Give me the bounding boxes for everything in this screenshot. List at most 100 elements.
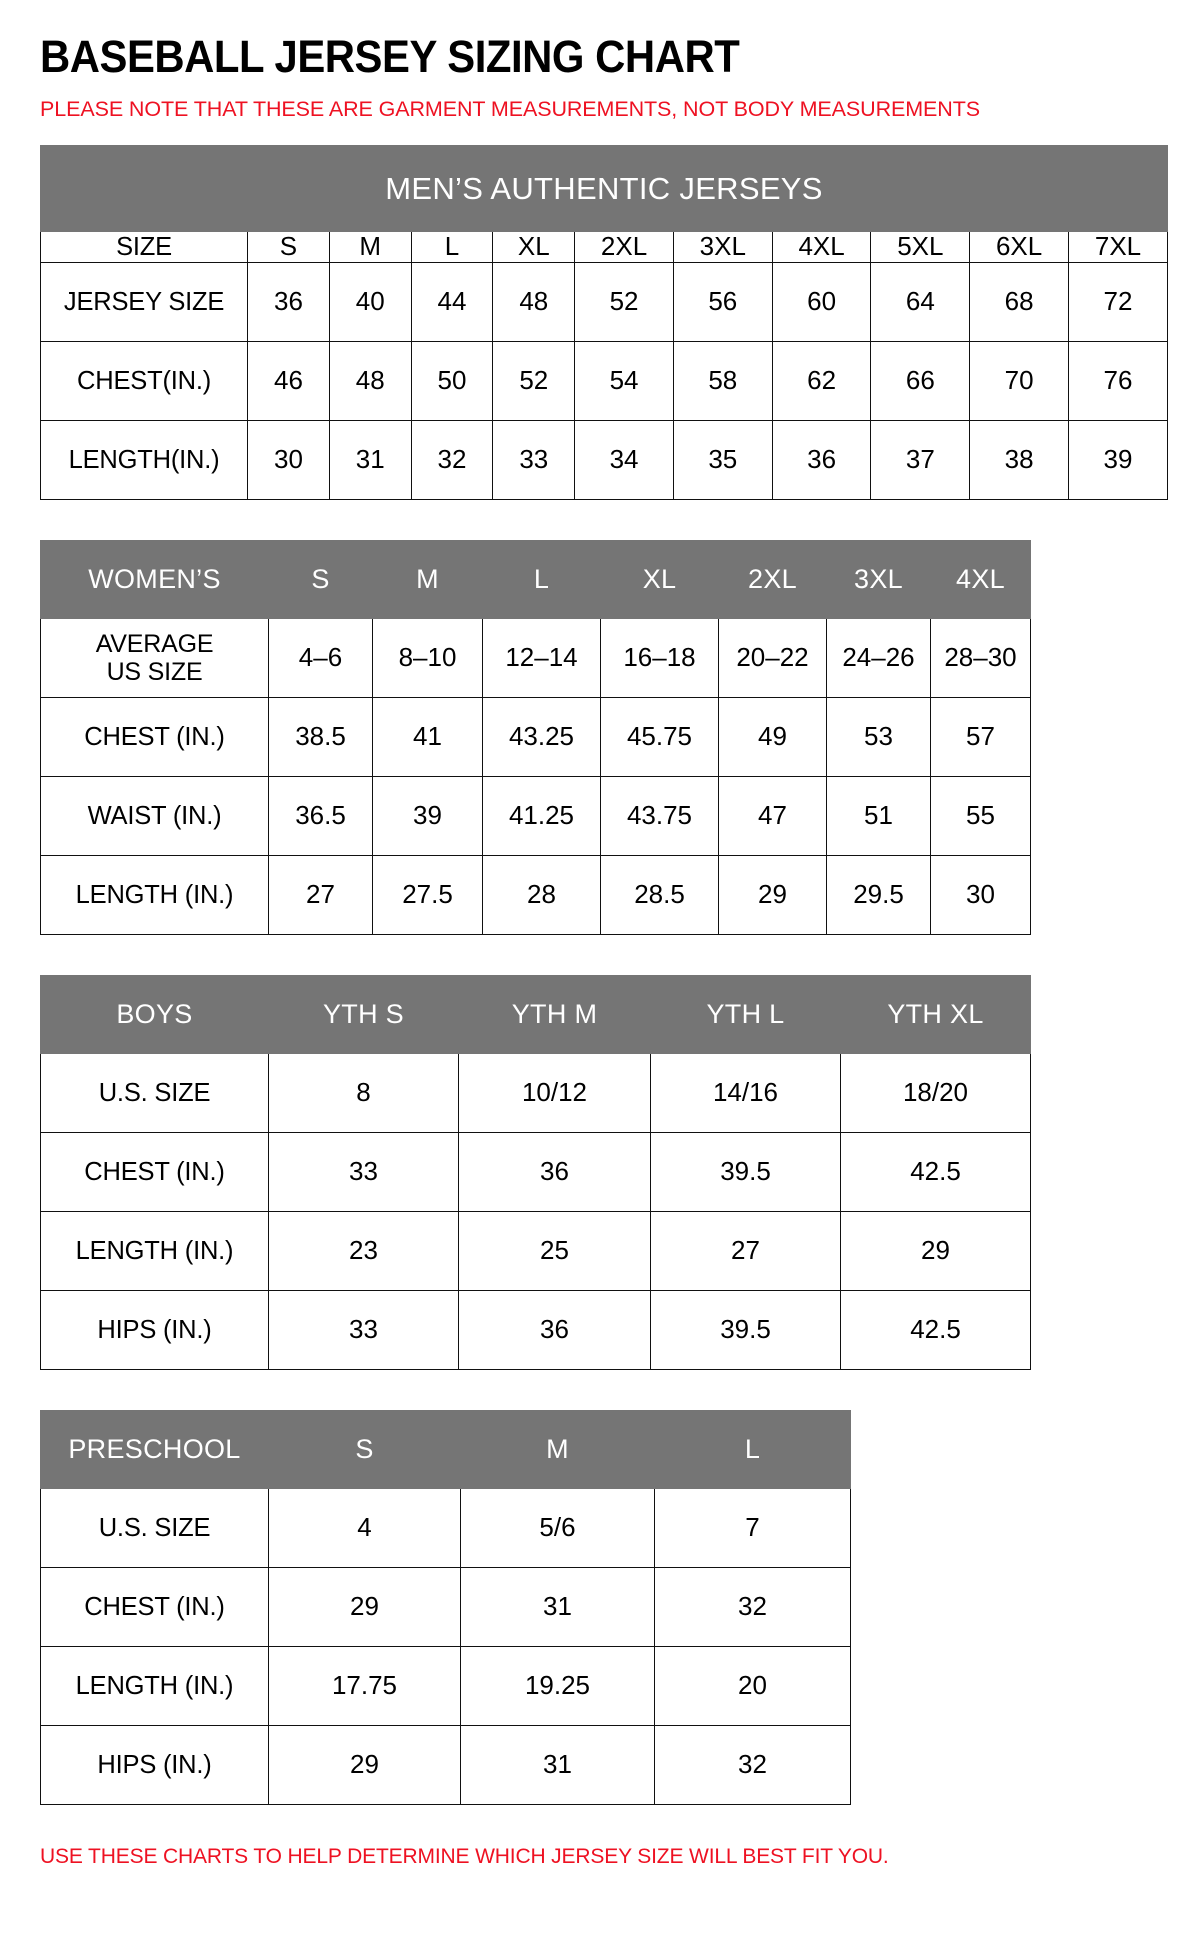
preschool-row-label-chest: CHEST (IN.) xyxy=(40,1567,269,1648)
table-cell: 33 xyxy=(268,1290,459,1371)
table-cell: 10/12 xyxy=(458,1053,651,1134)
table-cell: 32 xyxy=(410,420,494,501)
table-cell: 41 xyxy=(372,697,483,778)
table-cell: 53 xyxy=(826,697,931,778)
table-cell: 32 xyxy=(654,1725,851,1806)
mens-col-l: L xyxy=(410,231,494,264)
womens-col-xl: XL xyxy=(600,540,719,620)
table-cell: 52 xyxy=(574,262,674,343)
table-cell: 20–22 xyxy=(718,618,827,699)
table-cell: 24–26 xyxy=(826,618,931,699)
mens-col-2xl: 2XL xyxy=(574,231,674,264)
footer-note: USE THESE CHARTS TO HELP DETERMINE WHICH… xyxy=(40,1845,889,1869)
preschool-col-l: L xyxy=(654,1410,851,1490)
table-cell: 58 xyxy=(672,341,773,422)
mens-col-s: S xyxy=(247,231,330,264)
table-cell: 50 xyxy=(410,341,494,422)
table-cell: 14/16 xyxy=(650,1053,841,1134)
table-cell: 31 xyxy=(460,1567,655,1648)
table-cell: 54 xyxy=(574,341,674,422)
table-cell: 29 xyxy=(268,1725,461,1806)
table-cell: 33 xyxy=(492,420,576,501)
table-cell: 39.5 xyxy=(650,1290,841,1371)
table-row: JERSEY SIZE 36 40 44 48 52 56 60 64 68 7… xyxy=(39,262,1169,343)
table-cell: 32 xyxy=(654,1567,851,1648)
table-cell: 43.25 xyxy=(482,697,601,778)
table-cell: 39 xyxy=(1067,420,1169,501)
table-cell: 56 xyxy=(672,262,773,343)
mens-col-6xl: 6XL xyxy=(969,231,1069,264)
mens-banner: MEN’S AUTHENTIC JERSEYS xyxy=(40,145,1168,233)
table-cell: 7 xyxy=(654,1488,851,1569)
table-cell: 49 xyxy=(718,697,827,778)
mens-col-5xl: 5XL xyxy=(870,231,971,264)
table-cell: 68 xyxy=(969,262,1069,343)
table-cell: 27.5 xyxy=(372,855,483,936)
preschool-row-label-us-size: U.S. SIZE xyxy=(40,1488,269,1569)
mens-sizing-table: MEN’S AUTHENTIC JERSEYS SIZE S M L XL 2X… xyxy=(39,145,1169,501)
table-cell: 27 xyxy=(650,1211,841,1292)
boys-row-label-length: LENGTH (IN.) xyxy=(40,1211,269,1292)
table-cell: 4–6 xyxy=(268,618,373,699)
table-cell: 55 xyxy=(930,776,1031,857)
table-cell: 38 xyxy=(969,420,1069,501)
table-cell: 31 xyxy=(460,1725,655,1806)
table-row: U.S. SIZE 4 5/6 7 xyxy=(40,1488,851,1569)
table-cell: 35 xyxy=(672,420,773,501)
table-cell: 48 xyxy=(492,262,576,343)
womens-row-label-chest: CHEST (IN.) xyxy=(40,697,269,778)
preschool-col-s: S xyxy=(268,1410,461,1490)
table-cell: 30 xyxy=(247,420,330,501)
womens-header-row: WOMEN’S S M L XL 2XL 3XL 4XL xyxy=(40,540,1031,620)
table-cell: 51 xyxy=(826,776,931,857)
table-row: LENGTH (IN.) 27 27.5 28 28.5 29 29.5 30 xyxy=(40,855,1031,936)
table-row: CHEST(IN.) 46 48 50 52 54 58 62 66 70 76 xyxy=(39,341,1169,422)
table-cell: 42.5 xyxy=(840,1290,1031,1371)
table-cell: 76 xyxy=(1067,341,1169,422)
womens-col-m: M xyxy=(372,540,483,620)
table-cell: 17.75 xyxy=(268,1646,461,1727)
table-cell: 44 xyxy=(410,262,494,343)
table-cell: 20 xyxy=(654,1646,851,1727)
womens-col-3xl: 3XL xyxy=(826,540,931,620)
table-cell: 36 xyxy=(458,1132,651,1213)
womens-sizing-table: WOMEN’S S M L XL 2XL 3XL 4XL AVERAGE US … xyxy=(40,540,1031,936)
preschool-corner-label: PRESCHOOL xyxy=(40,1410,269,1490)
page-title: BASEBALL JERSEY SIZING CHART xyxy=(40,31,740,82)
boys-row-label-chest: CHEST (IN.) xyxy=(40,1132,269,1213)
mens-row-label-length: LENGTH(IN.) xyxy=(39,420,249,501)
table-cell: 39.5 xyxy=(650,1132,841,1213)
table-row: WAIST (IN.) 36.5 39 41.25 43.75 47 51 55 xyxy=(40,776,1031,857)
table-cell: 36 xyxy=(458,1290,651,1371)
mens-corner-label: SIZE xyxy=(39,231,249,264)
sizing-chart-page: BASEBALL JERSEY SIZING CHART PLEASE NOTE… xyxy=(39,31,1169,1869)
mens-col-xl: XL xyxy=(492,231,576,264)
womens-col-l: L xyxy=(482,540,601,620)
mens-row-label-chest: CHEST(IN.) xyxy=(39,341,249,422)
womens-col-s: S xyxy=(268,540,373,620)
preschool-col-m: M xyxy=(460,1410,655,1490)
table-cell: 29 xyxy=(718,855,827,936)
table-cell: 28–30 xyxy=(930,618,1031,699)
table-cell: 29.5 xyxy=(826,855,931,936)
table-cell: 12–14 xyxy=(482,618,601,699)
table-cell: 36 xyxy=(771,420,872,501)
table-cell: 5/6 xyxy=(460,1488,655,1569)
mens-col-3xl: 3XL xyxy=(672,231,773,264)
table-cell: 4 xyxy=(268,1488,461,1569)
garment-measurement-note: PLEASE NOTE THAT THESE ARE GARMENT MEASU… xyxy=(40,97,980,121)
preschool-sizing-table: PRESCHOOL S M L U.S. SIZE 4 5/6 7 CHEST … xyxy=(40,1410,851,1806)
table-cell: 28 xyxy=(482,855,601,936)
boys-col-yth-m: YTH M xyxy=(458,975,651,1055)
table-cell: 39 xyxy=(372,776,483,857)
preschool-row-label-hips: HIPS (IN.) xyxy=(40,1725,269,1806)
womens-row-label-length: LENGTH (IN.) xyxy=(40,855,269,936)
table-cell: 33 xyxy=(268,1132,459,1213)
mens-banner-row: MEN’S AUTHENTIC JERSEYS xyxy=(40,145,1168,233)
table-cell: 40 xyxy=(328,262,412,343)
table-cell: 27 xyxy=(268,855,373,936)
table-cell: 31 xyxy=(328,420,412,501)
table-cell: 18/20 xyxy=(840,1053,1031,1134)
boys-header-row: BOYS YTH S YTH M YTH L YTH XL xyxy=(40,975,1031,1055)
table-cell: 29 xyxy=(840,1211,1031,1292)
